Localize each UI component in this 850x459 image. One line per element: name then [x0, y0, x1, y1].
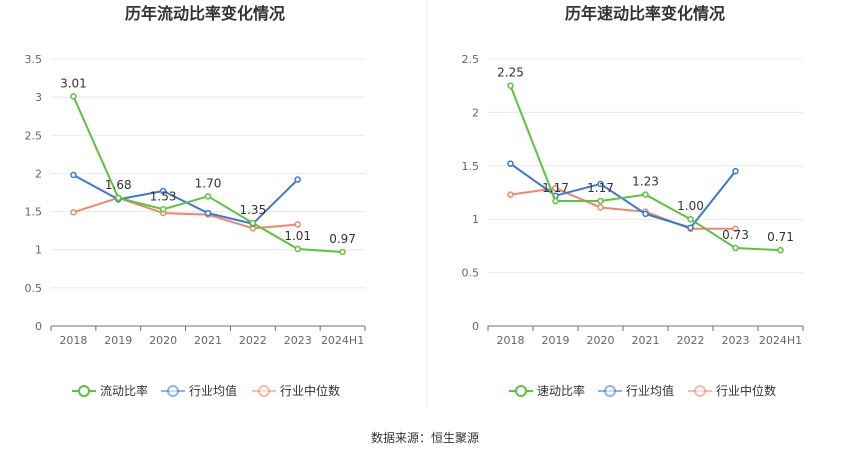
chart-title: 历年流动比率变化情况 [125, 4, 285, 23]
data-label: 0.73 [722, 228, 749, 242]
legend-item-2: 行业均值 [598, 383, 674, 398]
x-tick-label: 2019 [542, 334, 570, 347]
data-point [642, 191, 649, 198]
y-tick-label: 0.5 [462, 267, 480, 280]
data-point [204, 193, 212, 200]
data-label: 2.25 [497, 66, 524, 80]
y-tick-label: 1.5 [25, 206, 43, 219]
chart-panel-2: 历年速动比率变化情况 0 0.5 1 1.5 2 2.5 2018 2019 2020 2021 20… [462, 4, 804, 398]
data-point [597, 204, 604, 211]
legend-item-1: 流动比率 [72, 383, 148, 398]
data-point [642, 210, 649, 218]
data-point [507, 160, 514, 167]
legend-label: 速动比率 [537, 383, 585, 398]
legend-marker [78, 385, 90, 397]
y-tick-label: 1 [472, 213, 479, 226]
chart-panel-1: 历年流动比率变化情况 0 0.5 1 1.5 2 2.5 3 3.5 2018 2019 2020 20… [25, 4, 366, 398]
legend-item-3: 行业中位数 [252, 383, 340, 398]
x-tick-label: 2018 [59, 334, 87, 347]
data-point [204, 209, 212, 217]
x-tick-label: 2024H1 [321, 334, 364, 347]
data-point [687, 224, 694, 231]
y-tick-label: 0 [35, 320, 42, 333]
data-label: 1.53 [150, 189, 177, 203]
x-tick-label: 2022 [239, 334, 267, 347]
data-point [732, 225, 739, 233]
legend-marker [167, 385, 179, 397]
y-tick-label: 1.5 [462, 160, 480, 173]
data-point [732, 167, 739, 175]
data-label: 1.68 [105, 178, 132, 192]
y-tick-label: 2 [35, 167, 42, 180]
chart-title: 历年速动比率变化情况 [565, 4, 725, 23]
legend-item-3: 行业中位数 [688, 383, 776, 398]
y-tick-label: 2 [472, 106, 479, 119]
legend-label: 行业均值 [189, 383, 237, 398]
y-tick-label: 3.5 [25, 53, 43, 66]
data-label: 1.01 [284, 229, 311, 243]
legend-marker [258, 385, 270, 397]
data-label: 0.71 [767, 230, 794, 244]
x-tick-label: 2022 [677, 334, 705, 347]
y-tick-label: 2.5 [25, 129, 43, 142]
data-point [159, 187, 167, 195]
data-label: 1.23 [632, 175, 659, 189]
y-tick-label: 0 [472, 320, 479, 333]
data-point [507, 191, 514, 198]
data-point [294, 176, 301, 183]
data-point [294, 221, 301, 228]
x-tick-label: 2021 [632, 334, 660, 347]
legend-marker [694, 385, 706, 397]
data-point [115, 194, 122, 202]
data-point [159, 206, 167, 213]
legend-label: 流动比率 [100, 383, 148, 398]
data-source-note: 数据来源：恒生聚源 [370, 431, 479, 445]
x-tick-label: 2023 [722, 334, 750, 347]
data-point [70, 209, 77, 216]
legend-label: 行业均值 [626, 383, 674, 398]
data-label: 1.70 [195, 176, 222, 190]
data-point [597, 197, 604, 205]
data-point [552, 197, 559, 205]
legend-label: 行业中位数 [716, 383, 776, 398]
y-tick-label: 0.5 [25, 282, 43, 295]
y-tick-label: 1 [35, 244, 42, 257]
y-tick-label: 3 [35, 91, 42, 104]
data-label: 3.01 [60, 76, 87, 90]
legend-marker [604, 385, 616, 397]
data-label: 1.00 [677, 199, 704, 213]
data-point [70, 171, 77, 179]
data-point [732, 244, 739, 252]
data-point [70, 93, 77, 100]
x-tick-label: 2018 [497, 334, 525, 347]
data-label: 1.35 [239, 203, 266, 217]
series-line-2 [509, 162, 737, 229]
data-label: 0.97 [329, 232, 356, 246]
x-tick-label: 2020 [587, 334, 615, 347]
data-point [777, 246, 784, 254]
data-label: 1.17 [542, 181, 569, 195]
data-point [249, 219, 257, 227]
x-tick-label: 2019 [104, 334, 132, 347]
legend-marker [515, 385, 527, 397]
data-point [552, 184, 559, 192]
data-point [687, 215, 694, 223]
data-point [339, 248, 346, 256]
y-tick-label: 2.5 [462, 53, 480, 66]
x-tick-label: 2020 [149, 334, 177, 347]
legend-item-1: 速动比率 [509, 383, 585, 398]
legend-item-2: 行业均值 [161, 383, 237, 398]
x-tick-label: 2024H1 [759, 334, 802, 347]
data-point [294, 245, 301, 253]
data-label: 1.17 [587, 181, 614, 195]
data-point [507, 82, 514, 89]
data-point [597, 180, 604, 188]
x-tick-label: 2023 [284, 334, 312, 347]
legend-label: 行业中位数 [280, 383, 340, 398]
series-line-1 [509, 85, 781, 252]
x-tick-label: 2021 [194, 334, 222, 347]
